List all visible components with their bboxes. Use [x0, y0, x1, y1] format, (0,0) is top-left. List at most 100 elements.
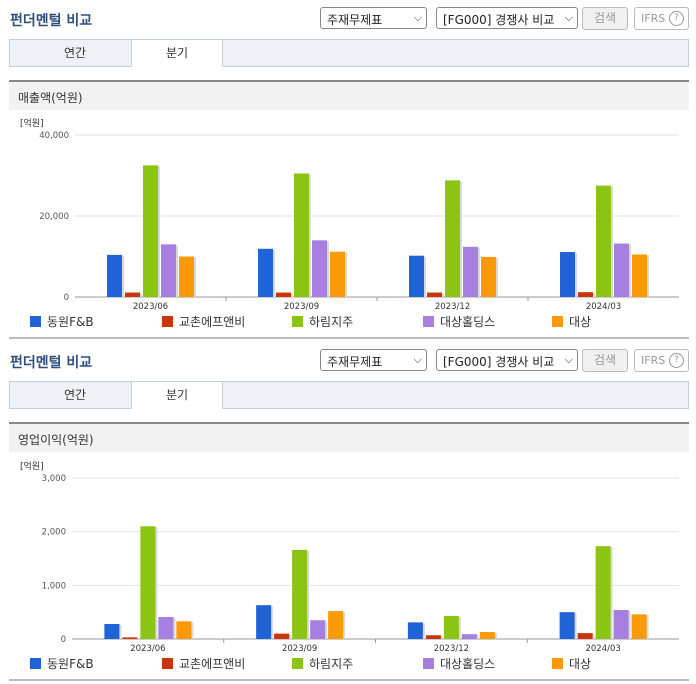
bar[interactable] — [176, 621, 192, 639]
y-tick-label: 2,000 — [42, 528, 66, 538]
legend-item[interactable]: 동원F&B — [30, 313, 94, 330]
legend-item[interactable]: 대상 — [552, 313, 591, 330]
legend-label: 교촌에프앤비 — [179, 657, 246, 671]
bar[interactable] — [560, 252, 575, 297]
x-tick-label: 2024/03 — [586, 302, 621, 310]
bar[interactable] — [559, 612, 575, 639]
peer-select[interactable]: [FG000] 경쟁사 비교 ⌵ — [436, 7, 578, 29]
chevron-down-icon: ⌵ — [413, 353, 422, 366]
help-icon[interactable]: ? — [669, 353, 684, 368]
bar[interactable] — [330, 251, 345, 297]
bar-chart: [억원] 0 20,000 40,000 2023/06 2023/09 2023/12 20… — [20, 117, 679, 310]
section-divider — [9, 337, 689, 339]
bar[interactable] — [631, 614, 647, 639]
legend-swatch — [292, 658, 303, 669]
y-tick-label: 0 — [64, 293, 69, 303]
legend-item[interactable]: 하림지주 — [292, 313, 353, 330]
peer-select-value: [FG000] 경쟁사 비교 — [443, 355, 555, 369]
tab-annual[interactable]: 연간 — [63, 46, 87, 60]
bar[interactable] — [294, 173, 309, 297]
legend-item[interactable]: 동원F&B — [30, 655, 94, 672]
bar[interactable] — [107, 254, 122, 297]
legend-label: 대상 — [569, 315, 592, 329]
legend-item[interactable]: 하림지주 — [292, 655, 353, 672]
legend-label: 대상홀딩스 — [440, 657, 496, 671]
legend-label: 대상 — [569, 657, 592, 671]
y-unit-label: [억원] — [20, 460, 44, 472]
bar[interactable] — [425, 635, 441, 639]
bar[interactable] — [104, 623, 120, 639]
tab-quarterly[interactable]: 분기 — [131, 381, 223, 409]
bar[interactable] — [179, 256, 194, 298]
search-button[interactable]: 검색 — [582, 349, 628, 372]
ifrs-button[interactable]: IFRS? — [634, 7, 689, 30]
x-tick-label: 2023/09 — [284, 302, 319, 310]
legend-item[interactable]: 대상홀딩스 — [423, 313, 495, 330]
statement-select[interactable]: 주재무제표 ⌵ — [320, 7, 427, 29]
bar[interactable] — [445, 180, 460, 297]
ifrs-button[interactable]: IFRS? — [634, 349, 689, 372]
bar[interactable] — [481, 256, 496, 297]
bar[interactable] — [427, 292, 442, 297]
tab-annual[interactable]: 연간 — [63, 388, 87, 402]
bar[interactable] — [461, 634, 477, 639]
bar[interactable] — [632, 254, 647, 297]
chevron-down-icon: ⌵ — [564, 353, 573, 366]
section-header: 펀더멘털 비교 주재무제표 ⌵ [FG000] 경쟁사 비교 ⌵ 검색 IFRS? — [0, 0, 696, 38]
bar[interactable] — [158, 616, 174, 639]
legend-label: 동원F&B — [47, 315, 94, 329]
bar[interactable] — [463, 246, 478, 297]
legend-label: 하림지주 — [309, 315, 354, 329]
tab-quarterly[interactable]: 분기 — [131, 39, 223, 67]
bar[interactable] — [276, 292, 291, 297]
peer-select[interactable]: [FG000] 경쟁사 비교 ⌵ — [436, 349, 578, 371]
bar[interactable] — [479, 632, 495, 639]
bar[interactable] — [595, 546, 611, 639]
bar[interactable] — [256, 605, 272, 639]
legend-item[interactable]: 교촌에프앤비 — [162, 655, 245, 672]
bar[interactable] — [274, 633, 290, 639]
legend-item[interactable]: 대상 — [552, 655, 591, 672]
bar[interactable] — [577, 633, 593, 639]
bar[interactable] — [613, 610, 629, 639]
bar[interactable] — [161, 244, 176, 297]
statement-select[interactable]: 주재무제표 ⌵ — [320, 349, 427, 371]
help-icon[interactable]: ? — [669, 11, 684, 26]
x-tick-label: 2023/12 — [435, 302, 470, 310]
bar[interactable] — [578, 292, 593, 297]
bar[interactable] — [614, 243, 629, 297]
legend-swatch — [162, 658, 173, 669]
legend-swatch — [552, 316, 563, 327]
period-tabs: 연간 분기 — [9, 39, 689, 67]
bar[interactable] — [443, 615, 459, 639]
search-button[interactable]: 검색 — [582, 7, 628, 30]
bar[interactable] — [143, 165, 158, 297]
x-tick-label: 2023/12 — [434, 644, 469, 652]
legend-swatch — [423, 658, 434, 669]
legend-item[interactable]: 대상홀딩스 — [423, 655, 495, 672]
legend-label: 하림지주 — [309, 657, 354, 671]
bar[interactable] — [409, 255, 424, 297]
bar[interactable] — [328, 611, 344, 639]
chart-title: 영업이익(억원) — [18, 433, 94, 447]
bar[interactable] — [125, 292, 140, 297]
section-divider — [9, 679, 689, 681]
y-unit-label: [억원] — [20, 117, 44, 129]
legend-swatch — [292, 316, 303, 327]
x-tick-label: 2023/06 — [130, 644, 165, 652]
bar[interactable] — [596, 185, 611, 297]
bar[interactable] — [140, 526, 156, 639]
chart-title: 매출액(억원) — [18, 91, 83, 105]
bar[interactable] — [258, 248, 273, 297]
bar[interactable] — [312, 240, 327, 297]
legend-label: 교촌에프앤비 — [179, 315, 246, 329]
legend-item[interactable]: 교촌에프앤비 — [162, 313, 245, 330]
bar[interactable] — [407, 622, 423, 639]
bar[interactable] — [310, 620, 326, 639]
legend-swatch — [423, 316, 434, 327]
bar[interactable] — [292, 549, 308, 639]
chart-title-bar: 매출액(억원) — [9, 80, 689, 110]
y-tick-label: 1,000 — [42, 581, 66, 591]
bar[interactable] — [122, 637, 138, 639]
legend-label: 대상홀딩스 — [440, 315, 496, 329]
